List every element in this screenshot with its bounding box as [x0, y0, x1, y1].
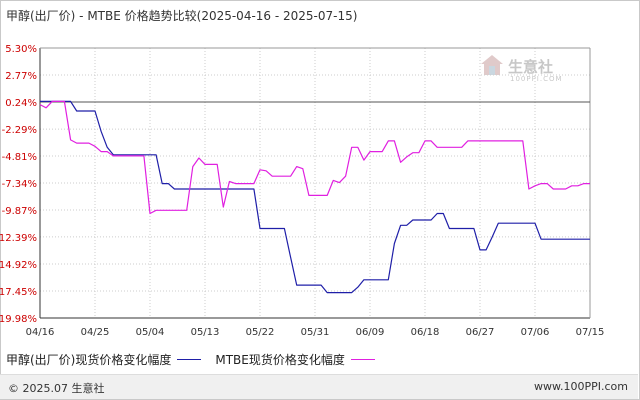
y-tick-label: -17.45%: [0, 287, 37, 298]
y-tick-label: -4.81%: [2, 152, 37, 163]
footer: © 2025.07 生意社 www.100PPI.com: [0, 374, 638, 399]
x-tick-label: 05/22: [246, 327, 275, 338]
legend-label-mtbe: MTBE现货价格变化幅度: [215, 352, 345, 367]
y-tick-label: 0.24%: [5, 98, 37, 109]
chart-title: 甲醇(出厂价) - MTBE 价格趋势比较(2025-04-16 - 2025-…: [6, 9, 358, 23]
watermark-logo: 生意社 100PPI.COM: [480, 54, 562, 83]
x-tick-label: 06/09: [356, 327, 385, 338]
y-tick-label: -12.39%: [0, 233, 37, 244]
legend-label-methanol: 甲醇(出厂价)现货价格变化幅度: [6, 352, 172, 367]
y-tick-label: -2.29%: [2, 125, 37, 136]
site-url: www.100PPI.com: [534, 380, 628, 393]
y-tick-label: -19.98%: [0, 314, 37, 325]
y-tick-label: -9.87%: [2, 206, 37, 217]
y-tick-label: 5.30%: [5, 44, 37, 55]
y-tick-label: -14.92%: [0, 260, 37, 271]
x-tick-label: 06/27: [466, 327, 495, 338]
series-line-mtbe: [39, 100, 590, 215]
x-tick-label: 05/04: [136, 327, 165, 338]
x-tick-label: 04/25: [81, 327, 110, 338]
x-tick-label: 06/18: [411, 327, 440, 338]
legend-item-methanol: 甲醇(出厂价)现货价格变化幅度: [6, 351, 202, 368]
y-tick-label: -7.34%: [2, 179, 37, 190]
x-tick-label: 07/15: [576, 327, 605, 338]
watermark-subtext: 100PPI.COM: [510, 75, 563, 83]
x-tick-label: 05/13: [191, 327, 220, 338]
copyright-text: © 2025.07 生意社: [8, 382, 105, 395]
series-line-methanol: [40, 100, 590, 294]
legend-swatch-mtbe: [350, 358, 375, 360]
x-tick-label: 07/06: [521, 327, 550, 338]
x-tick-label: 05/31: [301, 327, 330, 338]
house-icon: [481, 55, 503, 75]
legend-swatch-methanol: [177, 358, 202, 360]
legend: 甲醇(出厂价)现货价格变化幅度 MTBE现货价格变化幅度: [6, 350, 389, 368]
legend-item-mtbe: MTBE现货价格变化幅度: [215, 351, 375, 368]
x-tick-label: 04/16: [26, 327, 55, 338]
y-tick-label: 2.77%: [5, 71, 37, 82]
watermark-text: 生意社: [508, 58, 554, 76]
